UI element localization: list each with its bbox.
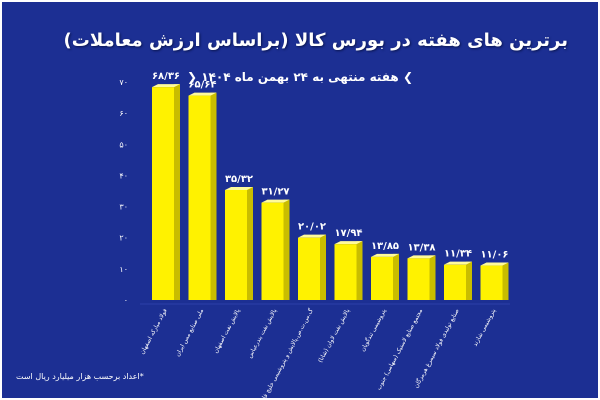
chevron-right-icon: ❯ <box>402 70 414 84</box>
x-tick-label: پتروشیمی تندگویان <box>358 307 387 353</box>
y-tick-label: ۱۰ <box>119 265 128 274</box>
bar-side <box>393 253 399 300</box>
y-tick-label: ۳۰ <box>119 203 128 212</box>
bar-side <box>356 241 363 300</box>
data-label: ۳۵/۳۲ <box>225 174 253 185</box>
data-label: ۱۳/۸۵ <box>371 241 399 252</box>
y-tick-label: ۵۰ <box>119 140 128 149</box>
x-tick-label: فولاد مبارکه اصفهان <box>139 308 169 356</box>
bar-top <box>298 234 326 238</box>
data-label: ۱۱/۳۴ <box>444 249 472 260</box>
x-tick-label: پالایش نفت بندرعباس <box>246 307 278 359</box>
bar-side <box>283 199 290 300</box>
bar-top <box>188 92 217 96</box>
x-tick-label: پتروشیمی شازند <box>472 307 498 347</box>
bar-top <box>334 241 363 245</box>
bar-top <box>261 199 290 203</box>
bar <box>188 95 211 301</box>
y-tick-label: ۴۰ <box>119 171 128 180</box>
chart-subtitle: ❯ هفته منتهی به ۲۴ بهمن ماه ۱۴۰۴ ❮ <box>0 70 600 84</box>
bar <box>152 87 174 301</box>
bar <box>225 190 247 300</box>
data-label: ۱۱/۰۶ <box>480 250 508 261</box>
bar <box>334 244 357 300</box>
x-tick-label: گ.س.ت.ص.پالایش و پتروشیمی خلیج فارس <box>255 306 315 400</box>
bar-side <box>466 261 472 300</box>
bar <box>261 202 284 300</box>
x-tick-label: پالایش نفت اصفهان <box>212 307 242 354</box>
data-label: ۶۵/۶۴ <box>188 80 216 91</box>
bar <box>407 258 430 300</box>
bar-top <box>371 253 399 257</box>
data-label: ۳۱/۲۷ <box>261 187 289 198</box>
bar <box>298 237 320 300</box>
bar-top <box>225 187 253 191</box>
bar-top <box>444 261 472 265</box>
x-tick-label: ملی صنایع مس ایران <box>174 308 205 358</box>
bar-side <box>247 187 253 300</box>
bar <box>480 265 503 300</box>
bar-side <box>174 84 180 301</box>
data-label: ۶۸/۳۶ <box>152 71 180 82</box>
units-footnote: *اعداد برحسب هزار میلیارد ریال است <box>16 372 144 381</box>
bar-top <box>152 84 180 88</box>
y-tick-label: ۲۰ <box>119 234 128 243</box>
data-label: ۱۷/۹۴ <box>334 228 362 239</box>
y-tick-label: ۶۰ <box>119 109 128 118</box>
bar <box>371 256 393 300</box>
chart-title: برترین های هفته در بورس کالا (براساس ارز… <box>63 30 568 51</box>
x-tick-label: پالایش نفت لاوان (شانا) <box>317 307 351 364</box>
chevron-left-icon: ❮ <box>186 70 198 84</box>
bar-side <box>429 255 436 300</box>
y-tick-label: ۰ <box>124 296 128 305</box>
bar-side <box>210 92 217 301</box>
bar <box>444 264 466 300</box>
data-label: ۲۰/۰۲ <box>298 222 326 233</box>
data-label: ۱۳/۳۸ <box>407 242 435 253</box>
bar-top <box>480 262 509 266</box>
bar-side <box>502 262 509 300</box>
subtitle-text: هفته منتهی به ۲۴ بهمن ماه ۱۴۰۴ <box>201 70 399 84</box>
y-tick-label: ۷۰ <box>119 78 128 87</box>
bar-side <box>320 234 326 300</box>
bar-top <box>407 255 436 259</box>
